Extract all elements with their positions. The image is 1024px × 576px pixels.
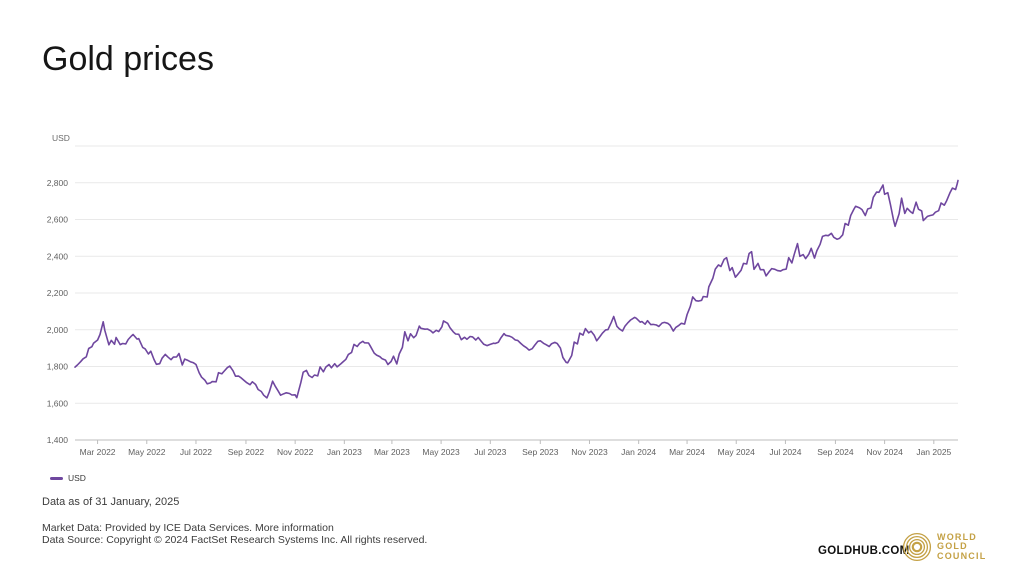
x-tick-label: Nov 2023 (571, 447, 608, 457)
x-tick-label: Jan 2023 (327, 447, 362, 457)
y-tick-label: 1,600 (47, 398, 69, 408)
x-tick-label: Nov 2024 (866, 447, 903, 457)
y-tick-label: 2,800 (47, 178, 69, 188)
x-tick-label: Mar 2022 (80, 447, 116, 457)
y-tick-label: 1,400 (47, 435, 69, 445)
x-tick-label: Mar 2024 (669, 447, 705, 457)
x-tick-label: May 2024 (718, 447, 756, 457)
market-data-text: Market Data: Provided by ICE Data Servic… (42, 522, 334, 534)
x-tick-label: Sep 2024 (817, 447, 854, 457)
x-tick-label: Jan 2025 (916, 447, 951, 457)
y-tick-label: 2,000 (47, 325, 69, 335)
data-asof-text: Data as of 31 January, 2025 (42, 496, 180, 508)
x-tick-label: Sep 2023 (522, 447, 559, 457)
x-tick-label: Jul 2022 (180, 447, 212, 457)
market-data-prefix: Market Data: Provided by ICE Data Servic… (42, 522, 255, 534)
legend-line-swatch (50, 476, 63, 480)
data-source-text: Data Source: Copyright © 2024 FactSet Re… (42, 534, 428, 546)
y-tick-label: 2,600 (47, 215, 69, 225)
y-tick-label: 2,200 (47, 288, 69, 298)
chart-container: 1,400 1,600 1,800 2,000 2,200 2,400 2,600 2,800… (0, 130, 1024, 475)
wgc-word-world: WORLD (937, 531, 977, 542)
page-title: Gold prices (42, 40, 214, 78)
wgc-rings-icon (902, 532, 932, 562)
world-gold-council-logo: WORLD GOLD COUNCIL (902, 530, 1012, 564)
x-tick-label: Nov 2022 (277, 447, 314, 457)
y-axis-title: USD (52, 133, 70, 143)
wgc-wordmark: WORLD GOLD COUNCIL (937, 531, 987, 562)
legend-label: USD (68, 473, 86, 483)
wgc-word-gold: GOLD (937, 541, 968, 552)
x-tick-label: Mar 2023 (374, 447, 410, 457)
x-tick-label: Jan 2024 (621, 447, 656, 457)
x-tick-label: May 2022 (128, 447, 166, 457)
x-tick-label: Jul 2024 (769, 447, 801, 457)
y-tick-label: 1,800 (47, 362, 69, 372)
x-tick-label: Sep 2022 (228, 447, 265, 457)
chart-legend[interactable]: USD (50, 473, 86, 483)
x-tick-label: Jul 2023 (474, 447, 506, 457)
y-tick-label: 2,400 (47, 251, 69, 261)
wgc-word-council: COUNCIL (937, 550, 987, 561)
gold-price-chart[interactable]: 1,400 1,600 1,800 2,000 2,200 2,400 2,600 2,800… (0, 130, 1024, 475)
x-tick-label: May 2023 (422, 447, 460, 457)
more-information-link[interactable]: More information (255, 522, 334, 534)
goldhub-wordmark: GOLDHUB.COM (818, 545, 910, 557)
gold-price-line[interactable] (74, 179, 959, 399)
